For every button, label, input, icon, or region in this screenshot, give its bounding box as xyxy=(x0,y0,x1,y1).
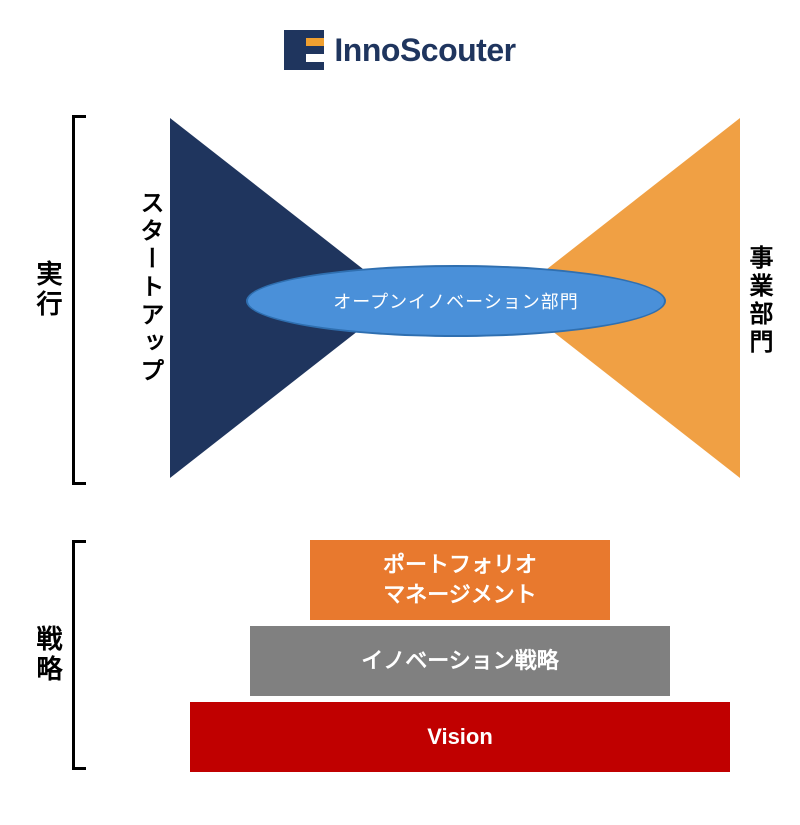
section-label-execution: 実行 xyxy=(30,260,67,320)
strategy-pyramid: ポートフォリオマネージメント イノベーション戦略 Vision xyxy=(180,540,740,778)
pyramid-level-1: ポートフォリオマネージメント xyxy=(310,540,610,620)
pyramid-row: ポートフォリオマネージメント xyxy=(180,540,740,620)
pyramid-row: イノベーション戦略 xyxy=(180,626,740,696)
bracket-strategy xyxy=(72,540,86,770)
triangle-right-label: 事業部門 xyxy=(741,245,776,357)
center-ellipse: オープンイノベーション部門 xyxy=(246,265,666,337)
pyramid-row: Vision xyxy=(180,702,740,772)
logo-text: InnoScouter xyxy=(334,32,515,69)
logo-mark-icon xyxy=(284,30,324,70)
execution-diagram: スタートアップ 事業部門 オープンイノベーション部門 xyxy=(100,110,740,490)
pyramid-level-2: イノベーション戦略 xyxy=(250,626,670,696)
logo: InnoScouter xyxy=(0,30,800,70)
center-ellipse-label: オープンイノベーション部門 xyxy=(333,288,579,314)
section-label-strategy: 戦略 xyxy=(30,625,67,685)
pyramid-level-3: Vision xyxy=(190,702,730,772)
bracket-execution xyxy=(72,115,86,485)
triangle-left-label: スタートアップ xyxy=(132,190,167,386)
